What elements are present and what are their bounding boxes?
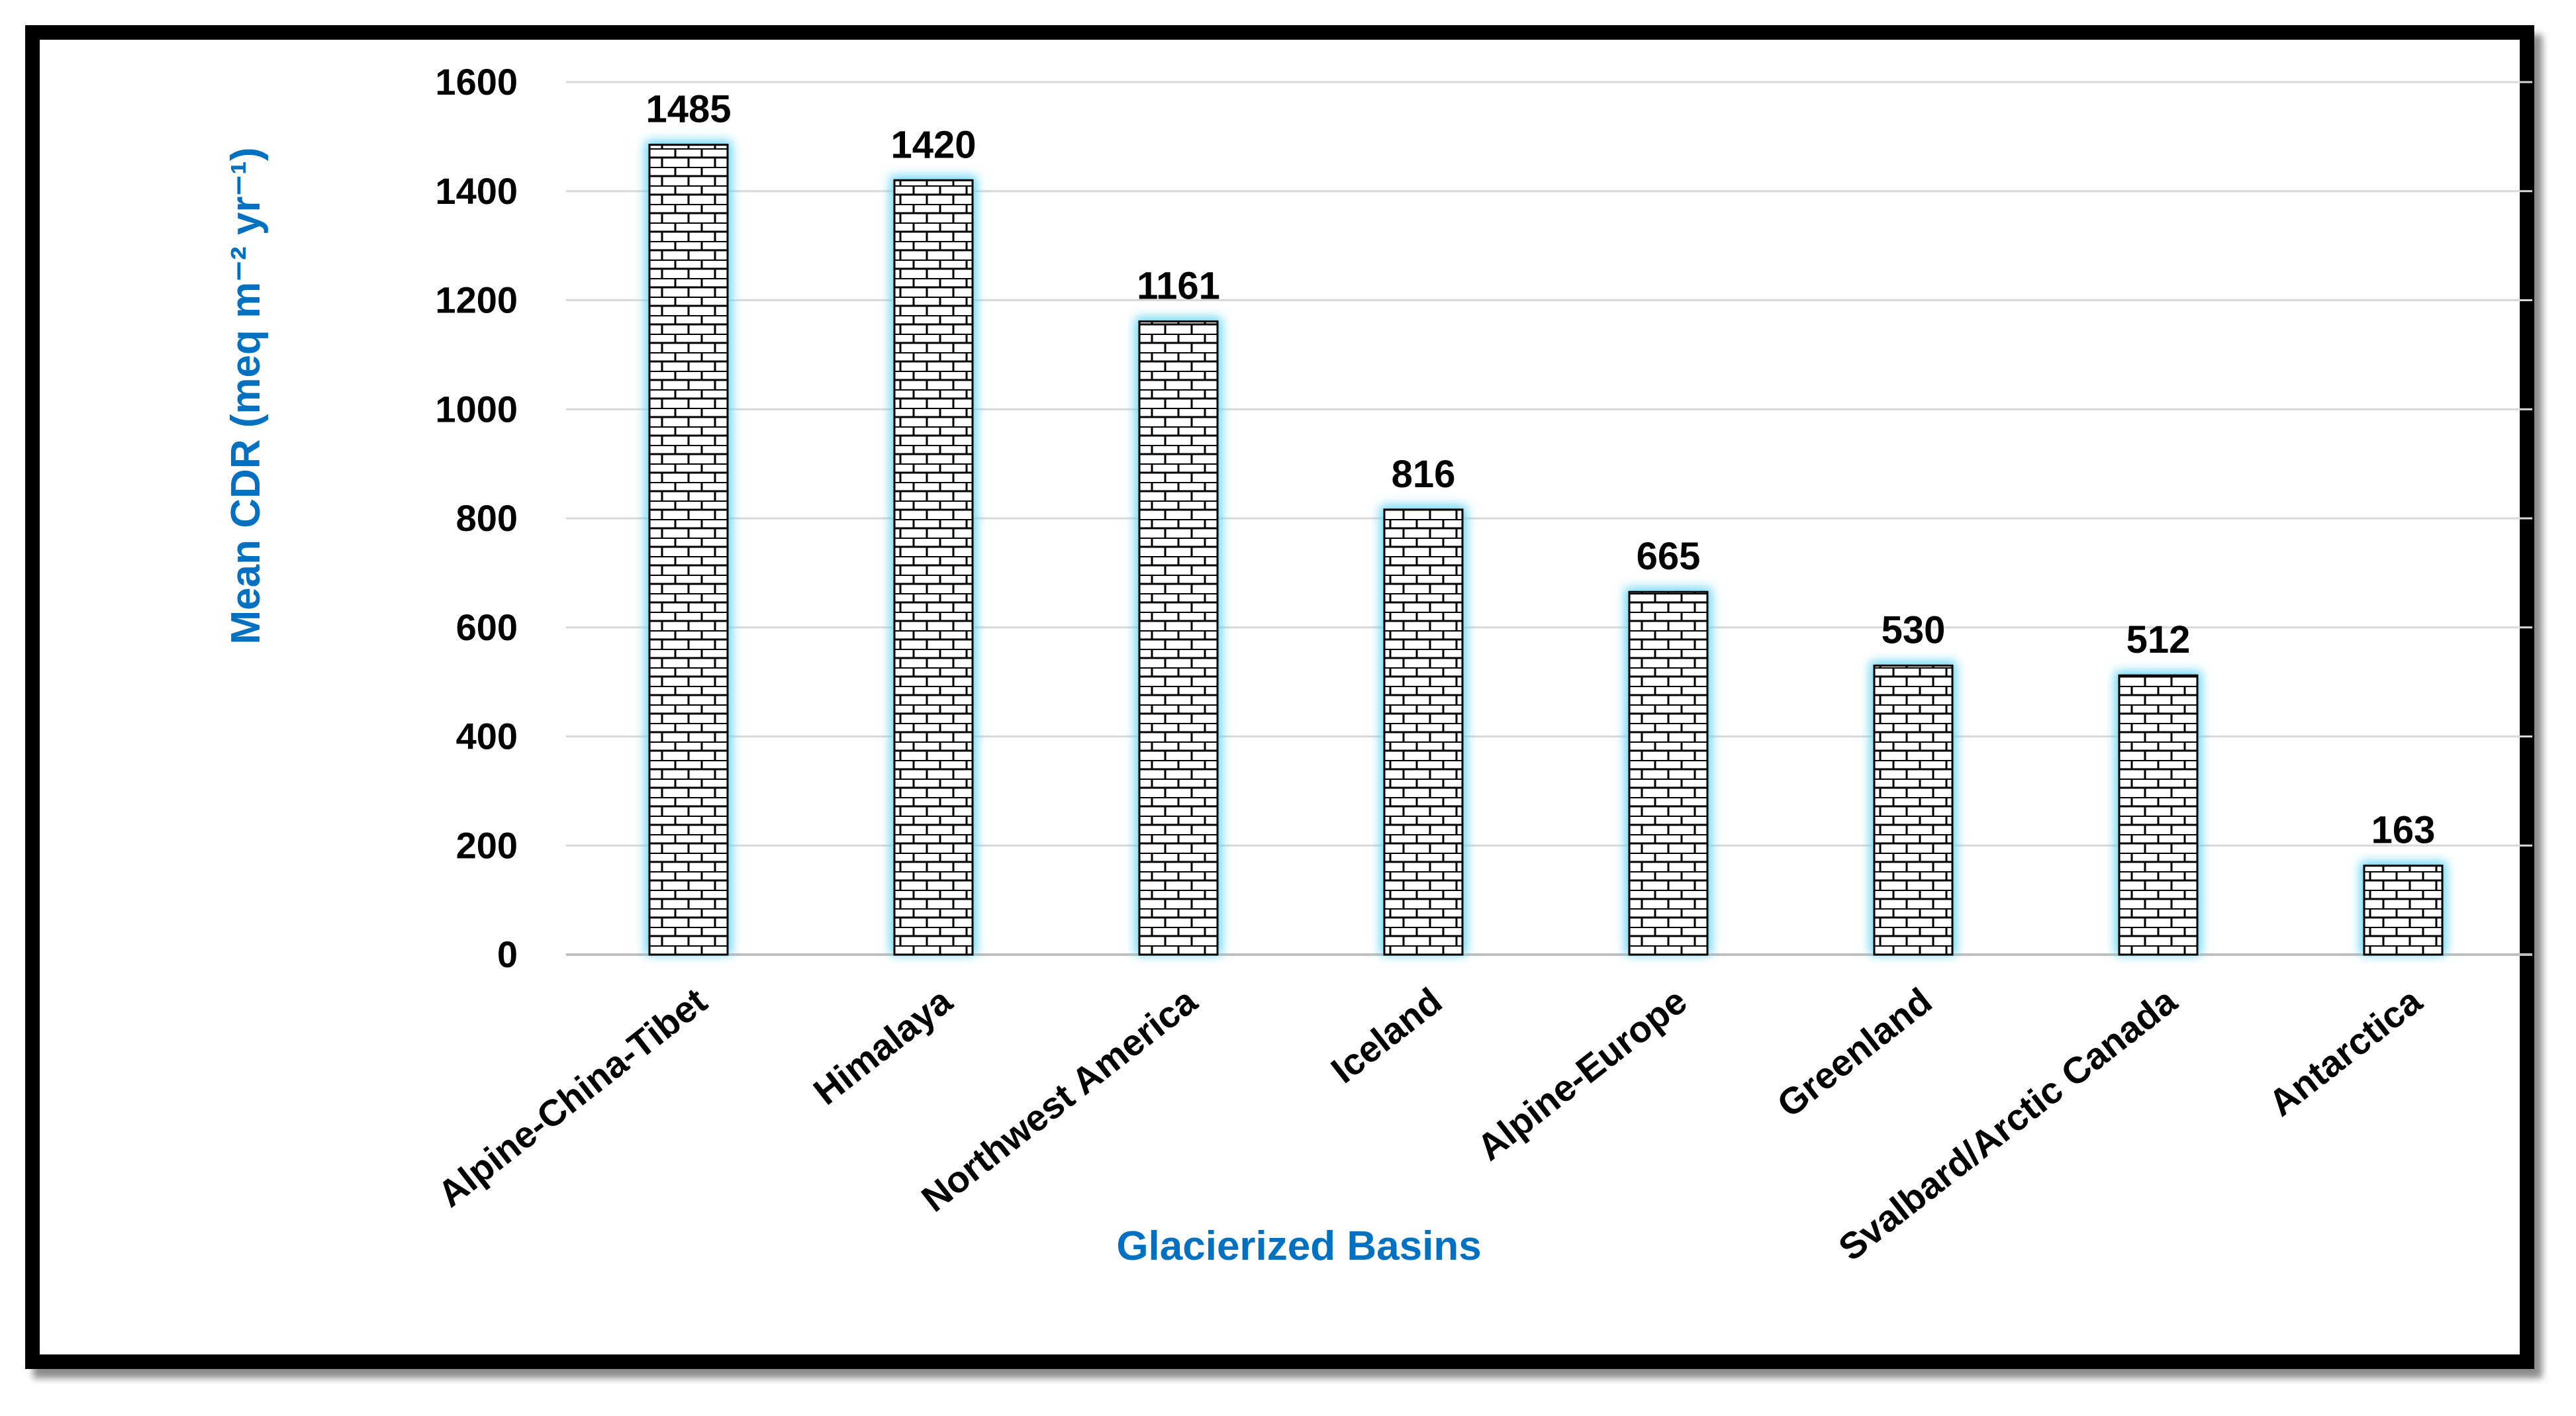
y-tick-label: 400 bbox=[456, 716, 518, 757]
data-labels: 1485 1420 1161 816 665 530 512 163 bbox=[645, 88, 2435, 852]
bar bbox=[893, 179, 974, 956]
y-tick-label: 600 bbox=[456, 606, 518, 648]
x-tick-label: Alpine-Europe bbox=[1469, 980, 1694, 1168]
x-tick-label: Iceland bbox=[1323, 980, 1450, 1091]
x-tick-label: Antarctica bbox=[2261, 979, 2430, 1124]
y-tick-label: 1200 bbox=[435, 279, 518, 321]
y-tick-label: 200 bbox=[456, 824, 518, 866]
bar bbox=[2363, 865, 2444, 956]
y-tick-label: 800 bbox=[456, 497, 518, 539]
data-label: 1485 bbox=[645, 88, 731, 131]
y-axis-title: Mean CDR (meq m⁻² yr⁻¹) bbox=[223, 148, 269, 645]
data-label: 1161 bbox=[1137, 265, 1220, 308]
bar bbox=[1383, 508, 1464, 956]
bar bbox=[2118, 674, 2199, 956]
data-label: 665 bbox=[1637, 535, 1701, 578]
gridlines bbox=[566, 81, 2532, 956]
plot-area: 0 200 400 600 800 1000 1200 1400 1600 1485 1420 11… bbox=[430, 61, 2532, 1269]
bar bbox=[648, 144, 729, 956]
x-tick-label: Himalaya bbox=[806, 979, 960, 1113]
bar bbox=[1628, 590, 1709, 956]
y-axis-ticks: 0 200 400 600 800 1000 1200 1400 1600 bbox=[435, 61, 518, 975]
x-axis-title: Glacierized Basins bbox=[1116, 1223, 1481, 1269]
x-tick-label: Greenland bbox=[1769, 980, 1939, 1125]
y-tick-label: 1400 bbox=[435, 170, 518, 212]
data-label: 512 bbox=[2126, 618, 2191, 661]
y-tick-label: 0 bbox=[497, 933, 518, 975]
x-tick-label: Alpine-China-Tibet bbox=[430, 980, 714, 1215]
data-label: 1420 bbox=[890, 123, 976, 166]
x-tick-label: Northwest America bbox=[914, 979, 1205, 1219]
data-label: 163 bbox=[2371, 809, 2436, 852]
data-label: 816 bbox=[1392, 453, 1456, 496]
bar bbox=[1138, 320, 1219, 956]
y-tick-label: 1000 bbox=[435, 388, 518, 430]
bar bbox=[1873, 664, 1954, 956]
data-label: 530 bbox=[1882, 608, 1946, 651]
bars bbox=[645, 140, 2446, 956]
y-tick-label: 1600 bbox=[435, 61, 518, 103]
